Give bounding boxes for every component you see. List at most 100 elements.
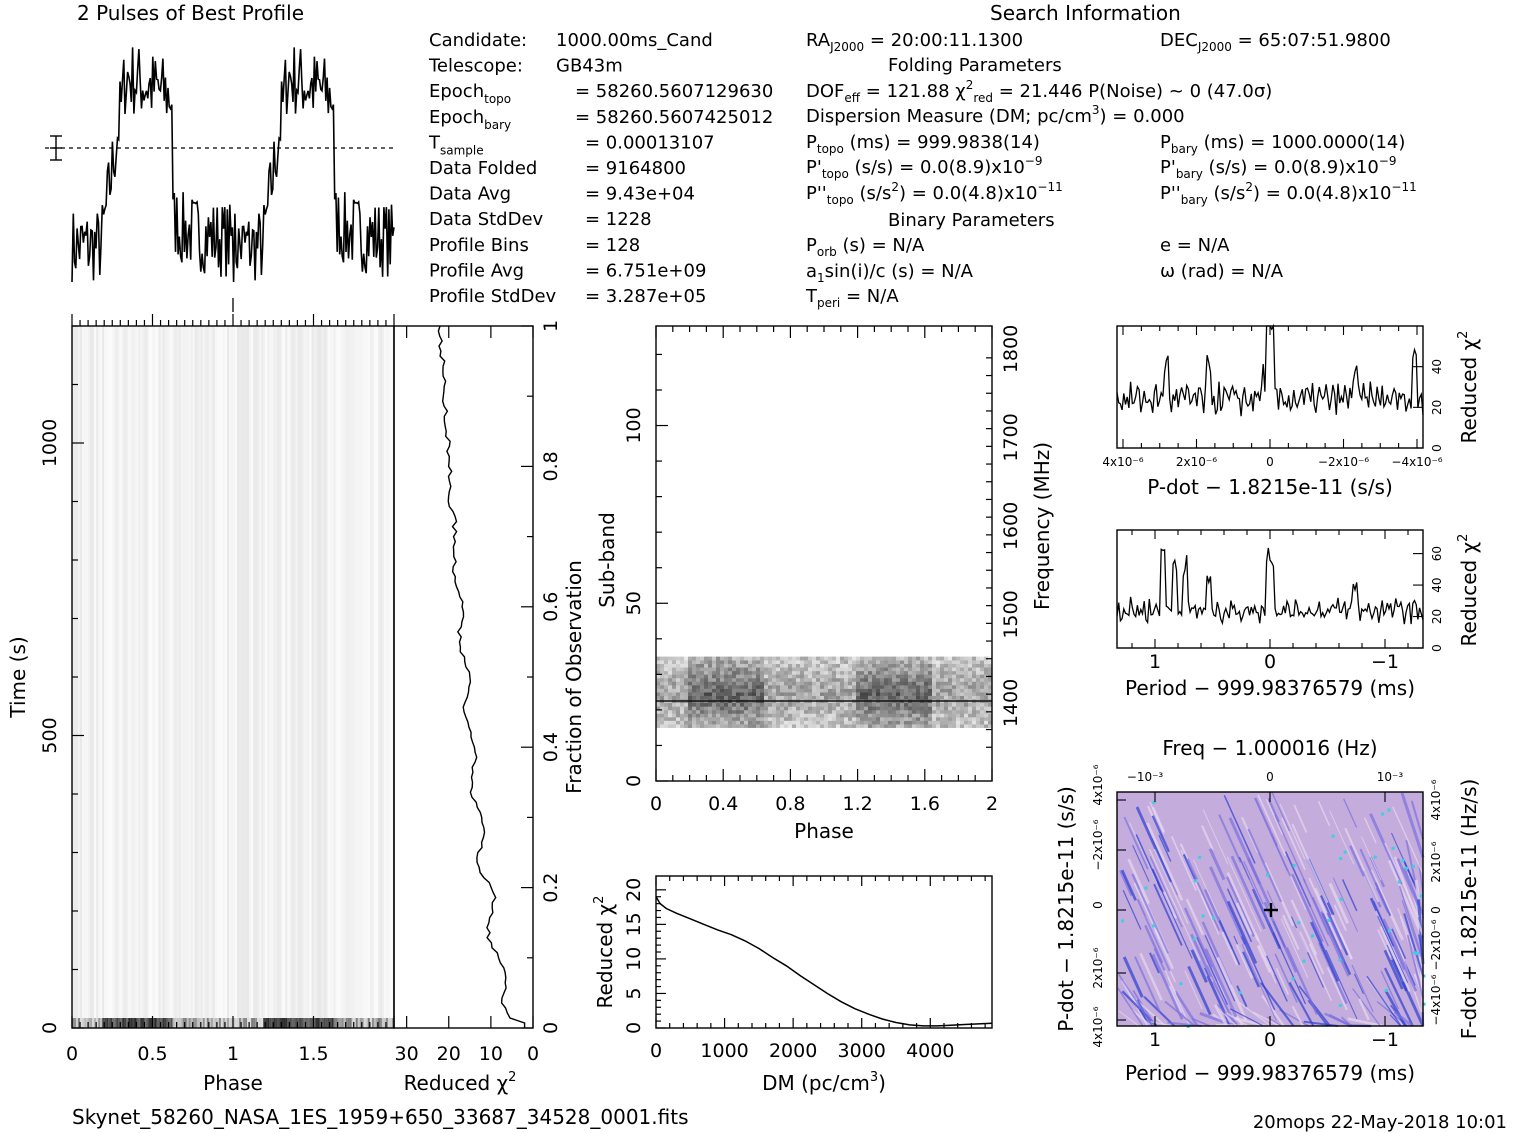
info-value: 1000.00ms_Cand <box>556 30 713 51</box>
dm-xlabel: DM (pc/cm3) <box>762 1070 886 1095</box>
tick-label: −10⁻³ <box>1127 770 1164 784</box>
tick-label: 1 <box>227 1043 239 1065</box>
tick-label: 10⁻³ <box>1377 770 1404 784</box>
folding-title: Folding Parameters <box>888 55 1062 76</box>
tick-label: 0 <box>1429 906 1443 914</box>
tick-label: 1 <box>1149 651 1161 673</box>
info-key: Data Folded <box>429 158 537 179</box>
frequency-ylabel: Frequency (MHz) <box>1030 442 1054 610</box>
tick-label: 4x10⁻⁶ <box>1429 779 1443 820</box>
tick-label: 2x10⁻⁶ <box>1176 455 1217 469</box>
tick-label: 0 <box>1430 644 1444 652</box>
freq-title: Freq − 1.000016 (Hz) <box>1162 736 1377 760</box>
tick-label: 30 <box>395 1043 419 1065</box>
time-chi2-plot: 30 20 10 00 0.2 0.4 0.6 0.8 1 Reduced χ2 Fractio… <box>393 320 586 1095</box>
e-value: e = N/A <box>1160 235 1230 256</box>
fraction-ylabel: Fraction of Observation <box>562 560 586 794</box>
period-ylabel: Reduced χ2 <box>1456 534 1481 647</box>
info-key: Epochbary <box>429 107 511 132</box>
tick-label: 0.8 <box>540 451 562 481</box>
info-key: Epochtopo <box>429 81 511 106</box>
pdot-chi2-plot: 4x10⁻⁶ 2x10⁻⁶ 0 −2x10⁻⁶ −4x10⁻⁶ 0 20 40 P-dot −… <box>1102 323 1481 499</box>
tick-label: 1 <box>1149 1029 1161 1051</box>
binary-title: Binary Parameters <box>888 210 1055 231</box>
tick-label: 15 <box>623 912 645 936</box>
dm-chi2-line <box>655 896 993 1027</box>
info-value: = 6.751e+09 <box>585 260 706 281</box>
time-phase-ylabel: Time (s) <box>6 636 30 718</box>
tick-label: −4x10⁻⁶ <box>1429 974 1443 1025</box>
tick-label: 4x10⁻⁶ <box>1102 455 1143 469</box>
tick-label: 0.2 <box>540 872 562 902</box>
pddtopo-value: P''topo (s/s2) = 0.0(4.8)x10−11 <box>806 180 1063 207</box>
time-chi2-line <box>437 325 526 1028</box>
info-value: = 58260.5607129630 <box>575 81 773 102</box>
info-key: Telescope: <box>428 56 523 77</box>
fdot-ylabel: F-dot + 1.8215e-11 (Hz/s) <box>1457 779 1481 1040</box>
tick-label: 0 <box>623 775 645 787</box>
tick-label: 0 <box>1266 770 1274 784</box>
best-marker <box>1264 903 1278 917</box>
tick-label: 3000 <box>838 1040 886 1062</box>
profile-plot <box>45 47 395 283</box>
candidate-info: Candidate: 1000.00ms_Cand Telescope: GB43m E… <box>428 30 773 307</box>
tick-label: 0.6 <box>540 592 562 622</box>
tick-label: 1000 <box>39 419 61 467</box>
info-value: GB43m <box>556 56 623 77</box>
pdot-xlabel: P-dot − 1.8215e-11 (s/s) <box>1147 475 1393 499</box>
tperi-value: Tperi = N/A <box>805 286 899 310</box>
ppdot-xlabel: Period − 999.98376579 (ms) <box>1125 1061 1415 1085</box>
period-chi2-plot: 1 0 −1 0 20 40 60 Period − 999.98376579 (ms) R… <box>1116 529 1481 700</box>
info-value: = 9164800 <box>585 158 686 179</box>
tick-label: 2x10⁻⁶ <box>1091 947 1105 988</box>
tick-label: 2 <box>986 793 998 815</box>
tick-label: 20 <box>1430 609 1444 624</box>
tick-label: 0 <box>650 793 662 815</box>
info-key: Data Avg <box>429 184 511 205</box>
tick-label: 100 <box>623 407 645 443</box>
tick-label: 10 <box>479 1043 503 1065</box>
tick-label: 0 <box>527 1043 539 1065</box>
tick-label: 20 <box>623 878 645 902</box>
info-key: Data StdDev <box>429 209 544 230</box>
tick-label: 4000 <box>906 1040 954 1062</box>
ptopo-value: Ptopo (ms) = 999.9838(14) <box>806 132 1040 156</box>
ppdot-plot: 1 0 −1 −10⁻³ 0 10⁻³ 4x10⁻⁶ 2x10⁻⁶ 0 −2x10⁻⁶ 4x10⁻⁶… <box>1054 736 1481 1085</box>
tick-label: 0 <box>1264 651 1276 673</box>
tick-label: 0.5 <box>137 1043 167 1065</box>
tick-label: 0 <box>1266 455 1274 469</box>
ra-value: RAJ2000 = 20:00:11.1300 <box>806 30 1023 54</box>
tick-label: 1 <box>540 320 562 332</box>
tick-label: 2x10⁻⁶ <box>1429 841 1443 882</box>
tick-label: 1.6 <box>910 793 940 815</box>
tick-label: 500 <box>39 717 61 753</box>
tick-label: 50 <box>623 591 645 615</box>
tick-label: 0.4 <box>708 793 738 815</box>
info-value: = 0.00013107 <box>585 132 715 153</box>
time-phase-plot: 0 0.5 1 1.5 0 500 1000 Phase Time (s) <box>6 298 395 1095</box>
dm-chi2-plot: 0 1000 2000 3000 4000 0 5 10 15 20 DM (pc/cm3) Re… <box>592 875 993 1095</box>
tick-label: 0 <box>540 1022 562 1034</box>
porb-value: Porb (s) = N/A <box>806 235 925 259</box>
tick-label: 1.5 <box>298 1043 328 1065</box>
subband-xlabel: Phase <box>794 819 854 843</box>
tick-label: 40 <box>1430 577 1444 592</box>
pdot-ylabel: Reduced χ2 <box>1456 331 1481 444</box>
tick-label: 1800 <box>1000 325 1022 373</box>
info-value: = 9.43e+04 <box>585 184 695 205</box>
pdot-chi2-line <box>1116 323 1424 417</box>
tick-label: −4x10⁻⁶ <box>1391 455 1442 469</box>
file-name: Skynet_58260_NASA_1ES_1959+650_33687_345… <box>72 1105 688 1129</box>
info-value: = 3.287e+05 <box>585 286 706 307</box>
dof-value: DOFeff = 121.88 χ2red = 21.446 P(Noise) … <box>806 78 1272 105</box>
tick-label: 20 <box>1430 400 1444 415</box>
tick-label: −2x10⁻⁶ <box>1318 455 1369 469</box>
pdbary-value: P'bary (s/s) = 0.0(8.9)x10−9 <box>1160 154 1397 181</box>
tick-label: 1700 <box>1000 413 1022 461</box>
dm-value: Dispersion Measure (DM; pc/cm3) = 0.000 <box>806 103 1185 127</box>
dec-value: DECJ2000 = 65:07:51.9800 <box>1160 30 1391 54</box>
barycentric-info: DECJ2000 = 65:07:51.9800 Pbary (ms) = 10… <box>1160 30 1417 282</box>
time-chi2-xlabel: Reduced χ2 <box>404 1070 517 1095</box>
folding-info: RAJ2000 = 20:00:11.1300 DOFeff = 121.88 … <box>805 30 1272 310</box>
profile-line <box>71 47 395 283</box>
